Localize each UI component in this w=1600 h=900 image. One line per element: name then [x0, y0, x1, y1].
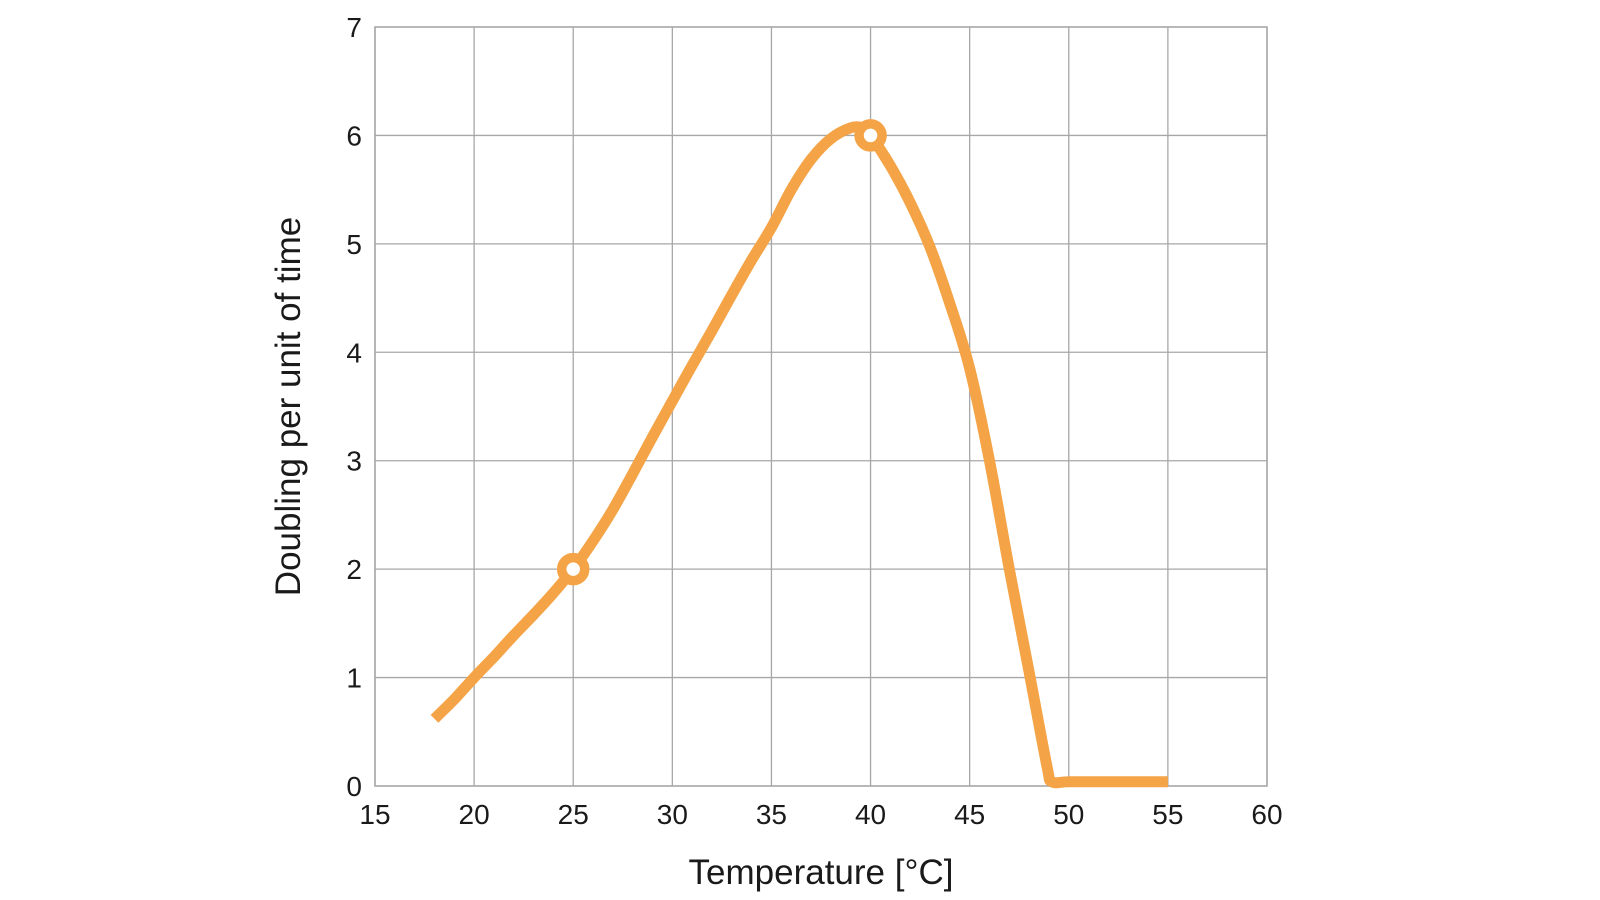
y-tick-label: 5: [346, 229, 362, 260]
x-tick-label: 60: [1251, 799, 1282, 830]
y-tick-label: 1: [346, 663, 362, 694]
x-axis-tick-labels: 15 20 25 30 35 40 45 50 55 60: [359, 799, 1282, 830]
x-tick-label: 30: [657, 799, 688, 830]
y-tick-label: 0: [346, 771, 362, 802]
y-tick-label: 4: [346, 337, 362, 368]
x-tick-label: 15: [359, 799, 390, 830]
y-tick-label: 7: [346, 12, 362, 43]
y-axis-title: Doubling per unit of time: [269, 217, 308, 596]
x-tick-label: 50: [1053, 799, 1084, 830]
y-axis-tick-labels: 0 1 2 3 4 5 6 7: [346, 12, 362, 802]
x-tick-label: 25: [558, 799, 589, 830]
x-tick-label: 35: [756, 799, 787, 830]
data-point-marker: [854, 119, 887, 152]
x-tick-label: 20: [459, 799, 490, 830]
data-point-marker: [556, 552, 590, 586]
plot-border: [374, 26, 1268, 787]
y-tick-label: 3: [346, 446, 362, 477]
y-tick-label: 2: [346, 554, 362, 585]
data-point-markers: [556, 119, 887, 586]
x-tick-label: 55: [1152, 799, 1183, 830]
growth-curve: [430, 121, 1168, 789]
x-tick-label: 40: [855, 799, 886, 830]
x-tick-label: 45: [954, 799, 985, 830]
x-axis-title: Temperature [°C]: [689, 853, 954, 892]
y-tick-label: 6: [346, 120, 362, 151]
